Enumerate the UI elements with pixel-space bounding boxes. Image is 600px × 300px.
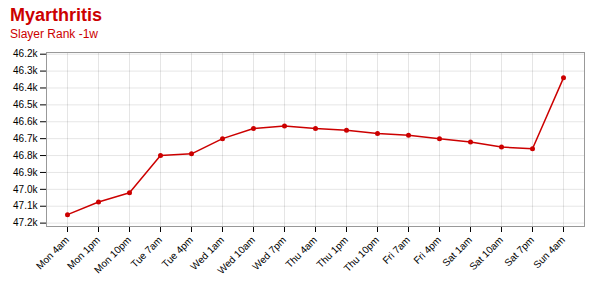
svg-text:46.9k: 46.9k (13, 167, 38, 178)
svg-text:Tue 7am: Tue 7am (129, 234, 164, 269)
svg-text:46.3k: 46.3k (13, 65, 38, 76)
svg-text:46.5k: 46.5k (13, 99, 38, 110)
svg-text:Sat 10am: Sat 10am (467, 234, 505, 272)
svg-text:Fri 7am: Fri 7am (380, 234, 412, 266)
svg-text:Mon 1pm: Mon 1pm (64, 234, 103, 272)
html-text:Slayer Rank -1w: Slayer Rank -1w (10, 27, 98, 41)
svg-text:Fri 4pm: Fri 4pm (411, 234, 443, 266)
svg-text:46.6k: 46.6k (13, 116, 38, 127)
svg-text:Sat 1am: Sat 1am (440, 234, 475, 269)
svg-text:Thu 4am: Thu 4am (283, 234, 319, 270)
svg-text:47.2k: 47.2k (13, 217, 38, 228)
svg-text:Mon 4am: Mon 4am (34, 234, 71, 271)
svg-text:Tue 4pm: Tue 4pm (159, 234, 196, 270)
svg-text:47.0k: 47.0k (13, 184, 38, 195)
svg-text:Thu 1pm: Thu 1pm (314, 234, 351, 270)
svg-text:Wed 7pm: Wed 7pm (250, 234, 288, 272)
svg-text:Wed 10am: Wed 10am (215, 234, 257, 276)
svg-text:Sat 7pm: Sat 7pm (502, 234, 537, 269)
svg-text:46.4k: 46.4k (13, 82, 38, 93)
svg-text:Thu 10pm: Thu 10pm (342, 234, 382, 274)
svg-text:46.7k: 46.7k (13, 133, 38, 144)
svg-text:47.1k: 47.1k (13, 200, 38, 211)
svg-text:46.2k: 46.2k (13, 48, 38, 59)
svg-text:Mon 10pm: Mon 10pm (92, 234, 133, 275)
html-text:Myarthritis: Myarthritis (10, 5, 102, 25)
svg-text:46.8k: 46.8k (13, 150, 38, 161)
svg-text:Sun 4am: Sun 4am (531, 234, 567, 270)
svg-text:Wed 1am: Wed 1am (188, 234, 227, 273)
